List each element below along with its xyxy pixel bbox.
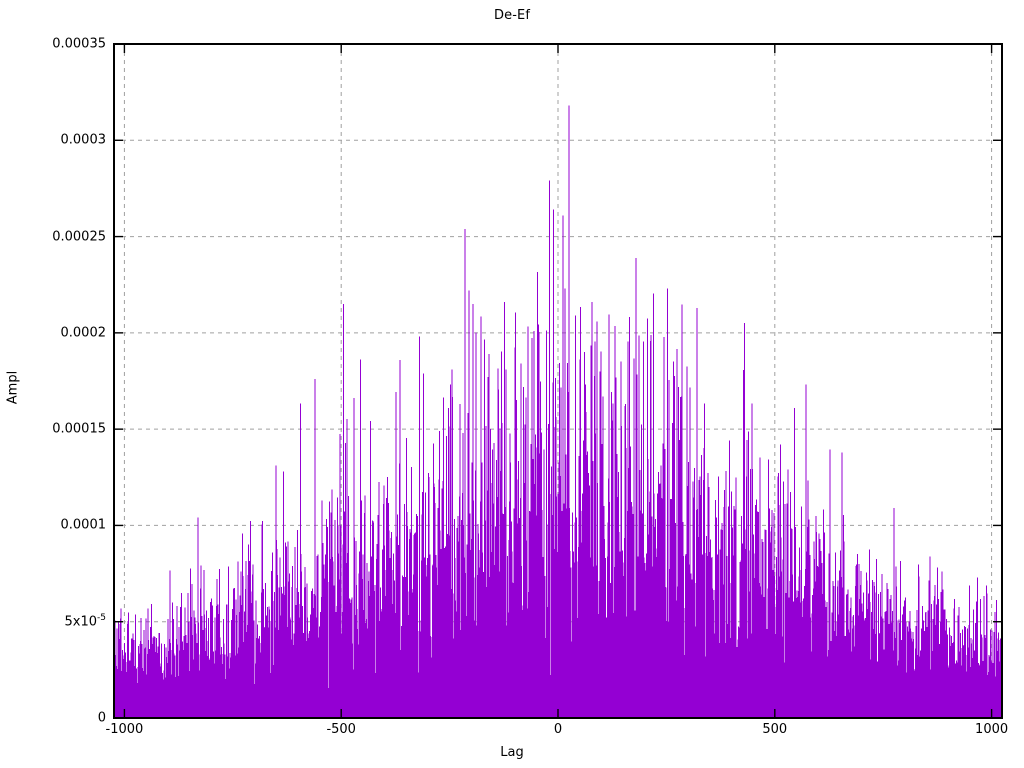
x-tick-label: 0 (553, 722, 563, 737)
y-tick-label: 0.00015 (52, 421, 106, 437)
y-tick-label: 0.00035 (52, 36, 106, 52)
y-tick-label: 0.00025 (52, 229, 106, 245)
y-tick-label: 0 (97, 710, 106, 726)
x-axis-label: Lag (500, 745, 524, 760)
x-tick-label: -1000 (105, 722, 144, 737)
tick-marks (114, 43, 1002, 719)
y-tick-label: 5x10-5 (64, 612, 107, 630)
y-tick-label: 0.0001 (60, 517, 107, 533)
x-tick-label: 500 (762, 722, 788, 737)
x-tick-label: -500 (326, 722, 356, 737)
y-tick-label: 0.0002 (60, 325, 107, 341)
y-tick-label: 0.0003 (60, 132, 107, 148)
chart-title: De-Ef (494, 8, 530, 23)
x-tick-label: 1000 (975, 722, 1009, 737)
